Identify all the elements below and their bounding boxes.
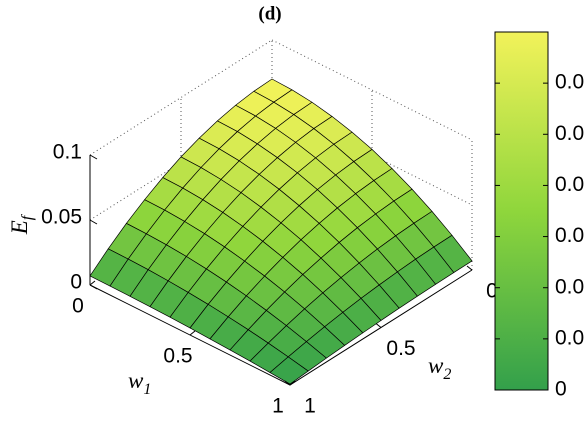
x-tick-label: 0.5	[163, 345, 192, 368]
x-tick	[289, 380, 296, 386]
y-label-base: w	[428, 353, 444, 378]
colorbar-tick-label: 0.03	[555, 224, 584, 247]
z-label-base: E	[7, 220, 32, 235]
z-tick	[89, 219, 98, 225]
x-label-base: w	[128, 368, 144, 393]
chart-title: (d)	[258, 3, 281, 24]
y-tick-label: 0.5	[386, 337, 415, 360]
x-tick-label: 0	[72, 295, 84, 318]
z-tick	[89, 154, 98, 160]
colorbar-tick-label: 0	[555, 378, 567, 401]
y-tick	[375, 323, 382, 328]
z-tick	[89, 284, 98, 290]
colorbar-tick-label: 0.05	[555, 122, 584, 145]
x-label-sub: 1	[143, 381, 151, 398]
y-tick-label: 1	[304, 395, 316, 418]
colorbar	[494, 31, 549, 391]
z-label-sub: f	[19, 213, 36, 220]
x-tick-label: 1	[272, 395, 284, 418]
z-tick-label: 0.1	[53, 141, 82, 164]
colorbar-tick-label: 0.02	[555, 275, 584, 298]
y-tick	[466, 265, 473, 271]
z-axis-label: Ef	[7, 213, 35, 235]
x-axis-label: w1	[128, 368, 151, 397]
x-tick	[89, 280, 96, 286]
y-label-sub: 2	[443, 366, 451, 383]
x-tick	[189, 330, 196, 336]
y-tick	[284, 380, 291, 386]
y-axis-label: w2	[428, 353, 451, 382]
surface	[89, 78, 473, 385]
surface-patch	[269, 356, 309, 385]
colorbar-tick-label: 0.01	[555, 326, 584, 349]
y-tick-label: 0	[486, 280, 498, 303]
colorbar-tick-label: 0.06	[555, 71, 584, 94]
z-tick-label: 0	[70, 271, 82, 294]
z-tick-label: 0.05	[41, 206, 82, 229]
colorbar-tick-label: 0.04	[555, 173, 584, 196]
